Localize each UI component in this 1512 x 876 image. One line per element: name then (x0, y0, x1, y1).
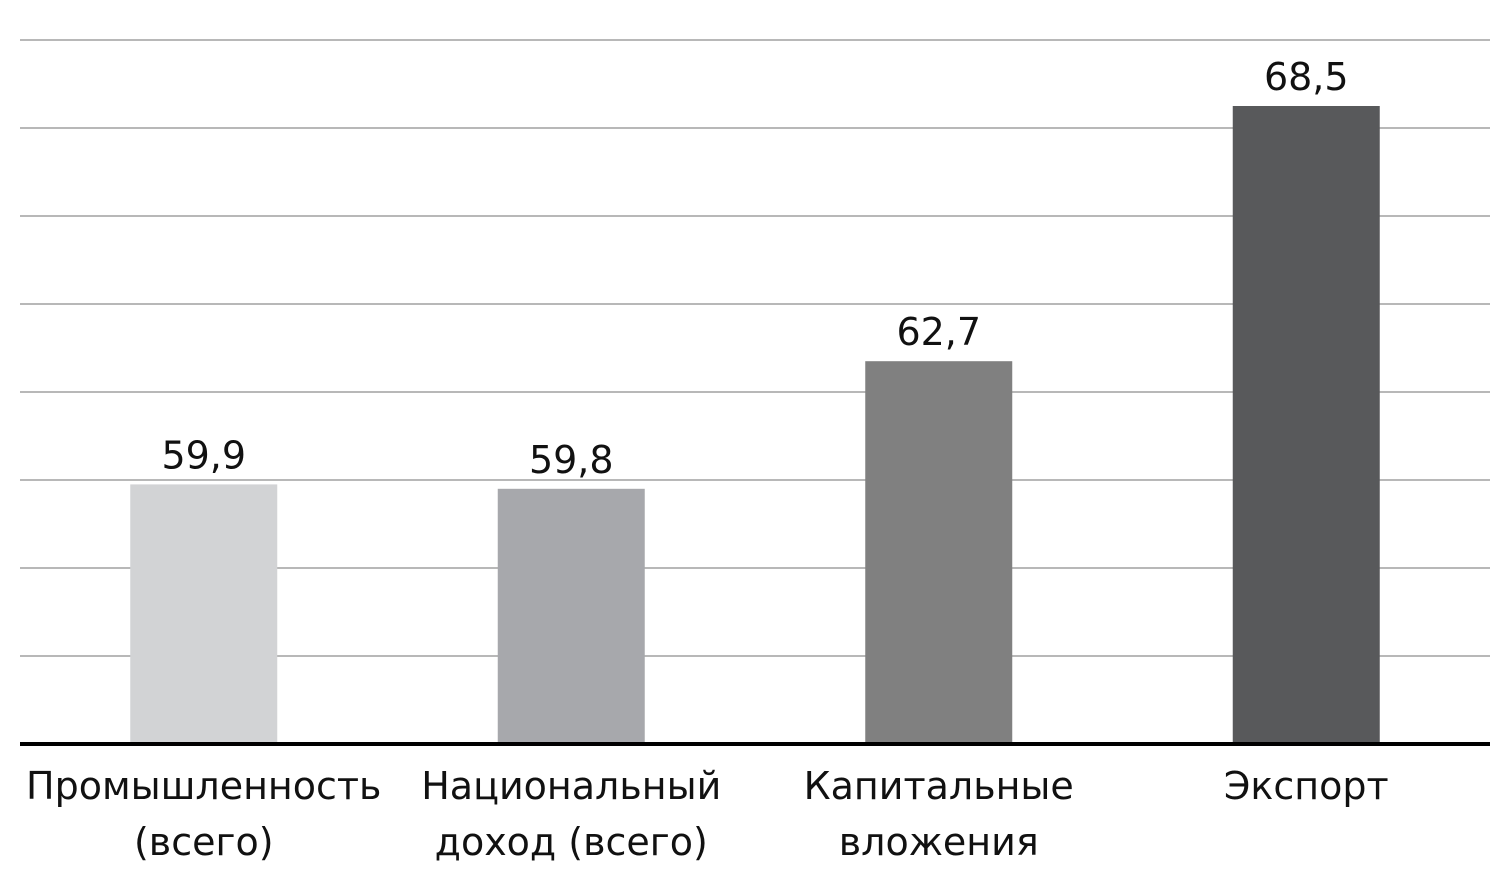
value-label: 62,7 (896, 310, 981, 354)
bar (130, 484, 278, 744)
value-label: 59,9 (161, 433, 246, 477)
x-tick-label: Промышленность (всего) (26, 764, 382, 864)
bar (865, 361, 1013, 744)
value-label: 59,8 (529, 438, 614, 482)
x-tick-label: Экспорт (1223, 764, 1389, 808)
value-label: 68,5 (1264, 55, 1349, 99)
x-tick-label: Капитальные вложения (803, 764, 1074, 864)
bar (1232, 106, 1380, 744)
bar (497, 488, 645, 744)
x-tick-label: Национальный доход (всего) (421, 764, 722, 864)
